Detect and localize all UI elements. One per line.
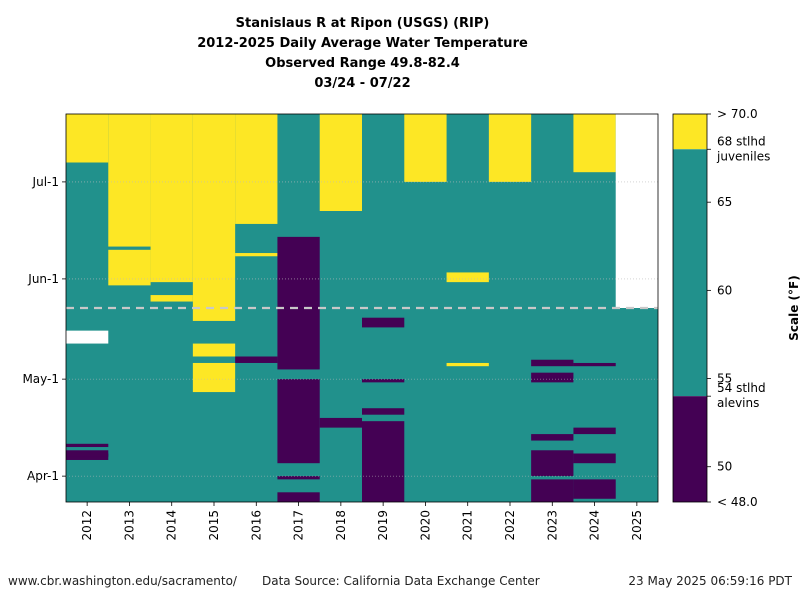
- x-tick-label: 2017: [292, 510, 306, 541]
- heatmap-cell: [362, 408, 405, 415]
- data-source: Data Source: California Data Exchange Ce…: [262, 574, 540, 588]
- timestamp: 23 May 2025 06:59:16 PDT: [628, 574, 792, 588]
- colorbar-tick-label: 65: [717, 195, 732, 209]
- x-tick-label: 2021: [461, 510, 475, 541]
- y-tick-label: May-1: [22, 372, 59, 386]
- y-tick-label: Apr-1: [27, 469, 59, 483]
- heatmap-cell: [573, 427, 616, 435]
- colorbar-max-label: > 70.0: [717, 107, 758, 121]
- heatmap-cell: [277, 492, 320, 502]
- heatmap-cell: [531, 359, 574, 367]
- heatmap-cell: [615, 114, 658, 308]
- heatmap-cell: [150, 114, 193, 283]
- plot-frame: [65, 113, 659, 503]
- heatmap-cell: [108, 114, 151, 247]
- x-axis: 2012 2013 2014 2015 2016 2017 2018 2019 2020 2021…: [80, 502, 644, 541]
- x-tick-label: 2022: [503, 510, 517, 541]
- website-url[interactable]: www.cbr.washington.edu/sacramento/: [8, 574, 237, 588]
- x-tick-label: 2020: [418, 510, 432, 541]
- x-tick-label: 2018: [334, 510, 348, 541]
- heatmap-cell: [66, 443, 109, 448]
- colorbar-label: Scale (°F): [787, 275, 800, 340]
- heatmap-cell: [362, 317, 405, 328]
- heatmap-cell: [277, 379, 320, 464]
- heatmap-cell: [192, 343, 236, 357]
- heatmap-cell: [192, 362, 236, 393]
- heatmap-cell: [573, 362, 616, 367]
- title-line-dates: 03/24 - 07/22: [314, 76, 411, 91]
- heatmap-cell: [573, 114, 616, 173]
- colorbar-threshold-label: 54 stlhd: [717, 381, 766, 395]
- y-tick-label: Jun-1: [27, 272, 59, 286]
- colorbar-threshold-label: juveniles: [716, 149, 770, 163]
- colorbar-frame: [672, 113, 708, 503]
- colorbar-mid-segment: [673, 149, 707, 397]
- x-tick-label: 2024: [588, 510, 602, 541]
- x-tick-label: 2025: [630, 510, 644, 541]
- colorbar-threshold-label: alevins: [717, 396, 759, 410]
- heatmap-cell: [277, 476, 320, 480]
- heatmap-cell: [573, 479, 616, 499]
- heatmap-cell: [531, 434, 574, 441]
- colorbar-threshold-label: 68 stlhd: [717, 134, 766, 148]
- colorbar-high-segment: [673, 114, 707, 150]
- heatmap-cell: [446, 362, 489, 367]
- title-line-description: 2012-2025 Daily Average Water Temperatur…: [197, 36, 528, 51]
- heatmap-cell: [66, 453, 109, 457]
- x-tick-label: 2023: [545, 510, 559, 541]
- heatmap-cell: [404, 114, 447, 182]
- heatmap-cell: [319, 417, 362, 428]
- x-tick-label: 2016: [249, 510, 263, 541]
- heatmap-cell: [277, 236, 320, 370]
- heatmap-cell: [446, 272, 489, 283]
- heatmap-cell: [108, 249, 151, 286]
- heatmap-cell: [488, 114, 532, 182]
- x-tick-label: 2019: [376, 510, 390, 541]
- heatmap-cell: [235, 356, 278, 363]
- heatmap-cell: [235, 114, 278, 224]
- heatmap-cell: [531, 372, 574, 383]
- heatmap-cell: [362, 421, 405, 502]
- title-line-station: Stanislaus R at Ripon (USGS) (RIP): [235, 16, 490, 31]
- heatmap-cell: [573, 453, 616, 464]
- y-axis: Apr-1 May-1 Jun-1 Jul-1: [22, 175, 66, 483]
- heatmap-cell: [66, 330, 109, 344]
- x-tick-label: 2014: [165, 510, 179, 541]
- x-tick-label: 2012: [80, 510, 94, 541]
- colorbar-min-label: < 48.0: [717, 495, 758, 509]
- heatmap-cell: [66, 114, 109, 163]
- title-line-range: Observed Range 49.8-82.4: [265, 56, 460, 71]
- y-tick-label: Jul-1: [32, 175, 59, 189]
- x-tick-label: 2013: [122, 510, 136, 541]
- heatmap-cell: [531, 479, 574, 502]
- heatmap-cell: [531, 450, 574, 477]
- colorbar-tick-label: 50: [717, 460, 732, 474]
- heatmap-cell: [362, 379, 405, 383]
- heatmap-cell: [150, 295, 193, 302]
- colorbar-tick-label: 55: [717, 372, 732, 386]
- colorbar-low-segment: [673, 396, 707, 502]
- heatmap-cell: [235, 253, 278, 257]
- colorbar-tick-label: 60: [717, 283, 732, 297]
- heatmap-cell: [319, 114, 362, 211]
- chart-title: Stanislaus R at Ripon (USGS) (RIP) 2012-…: [0, 14, 725, 94]
- heatmap-cell: [192, 114, 236, 321]
- x-tick-label: 2015: [207, 510, 221, 541]
